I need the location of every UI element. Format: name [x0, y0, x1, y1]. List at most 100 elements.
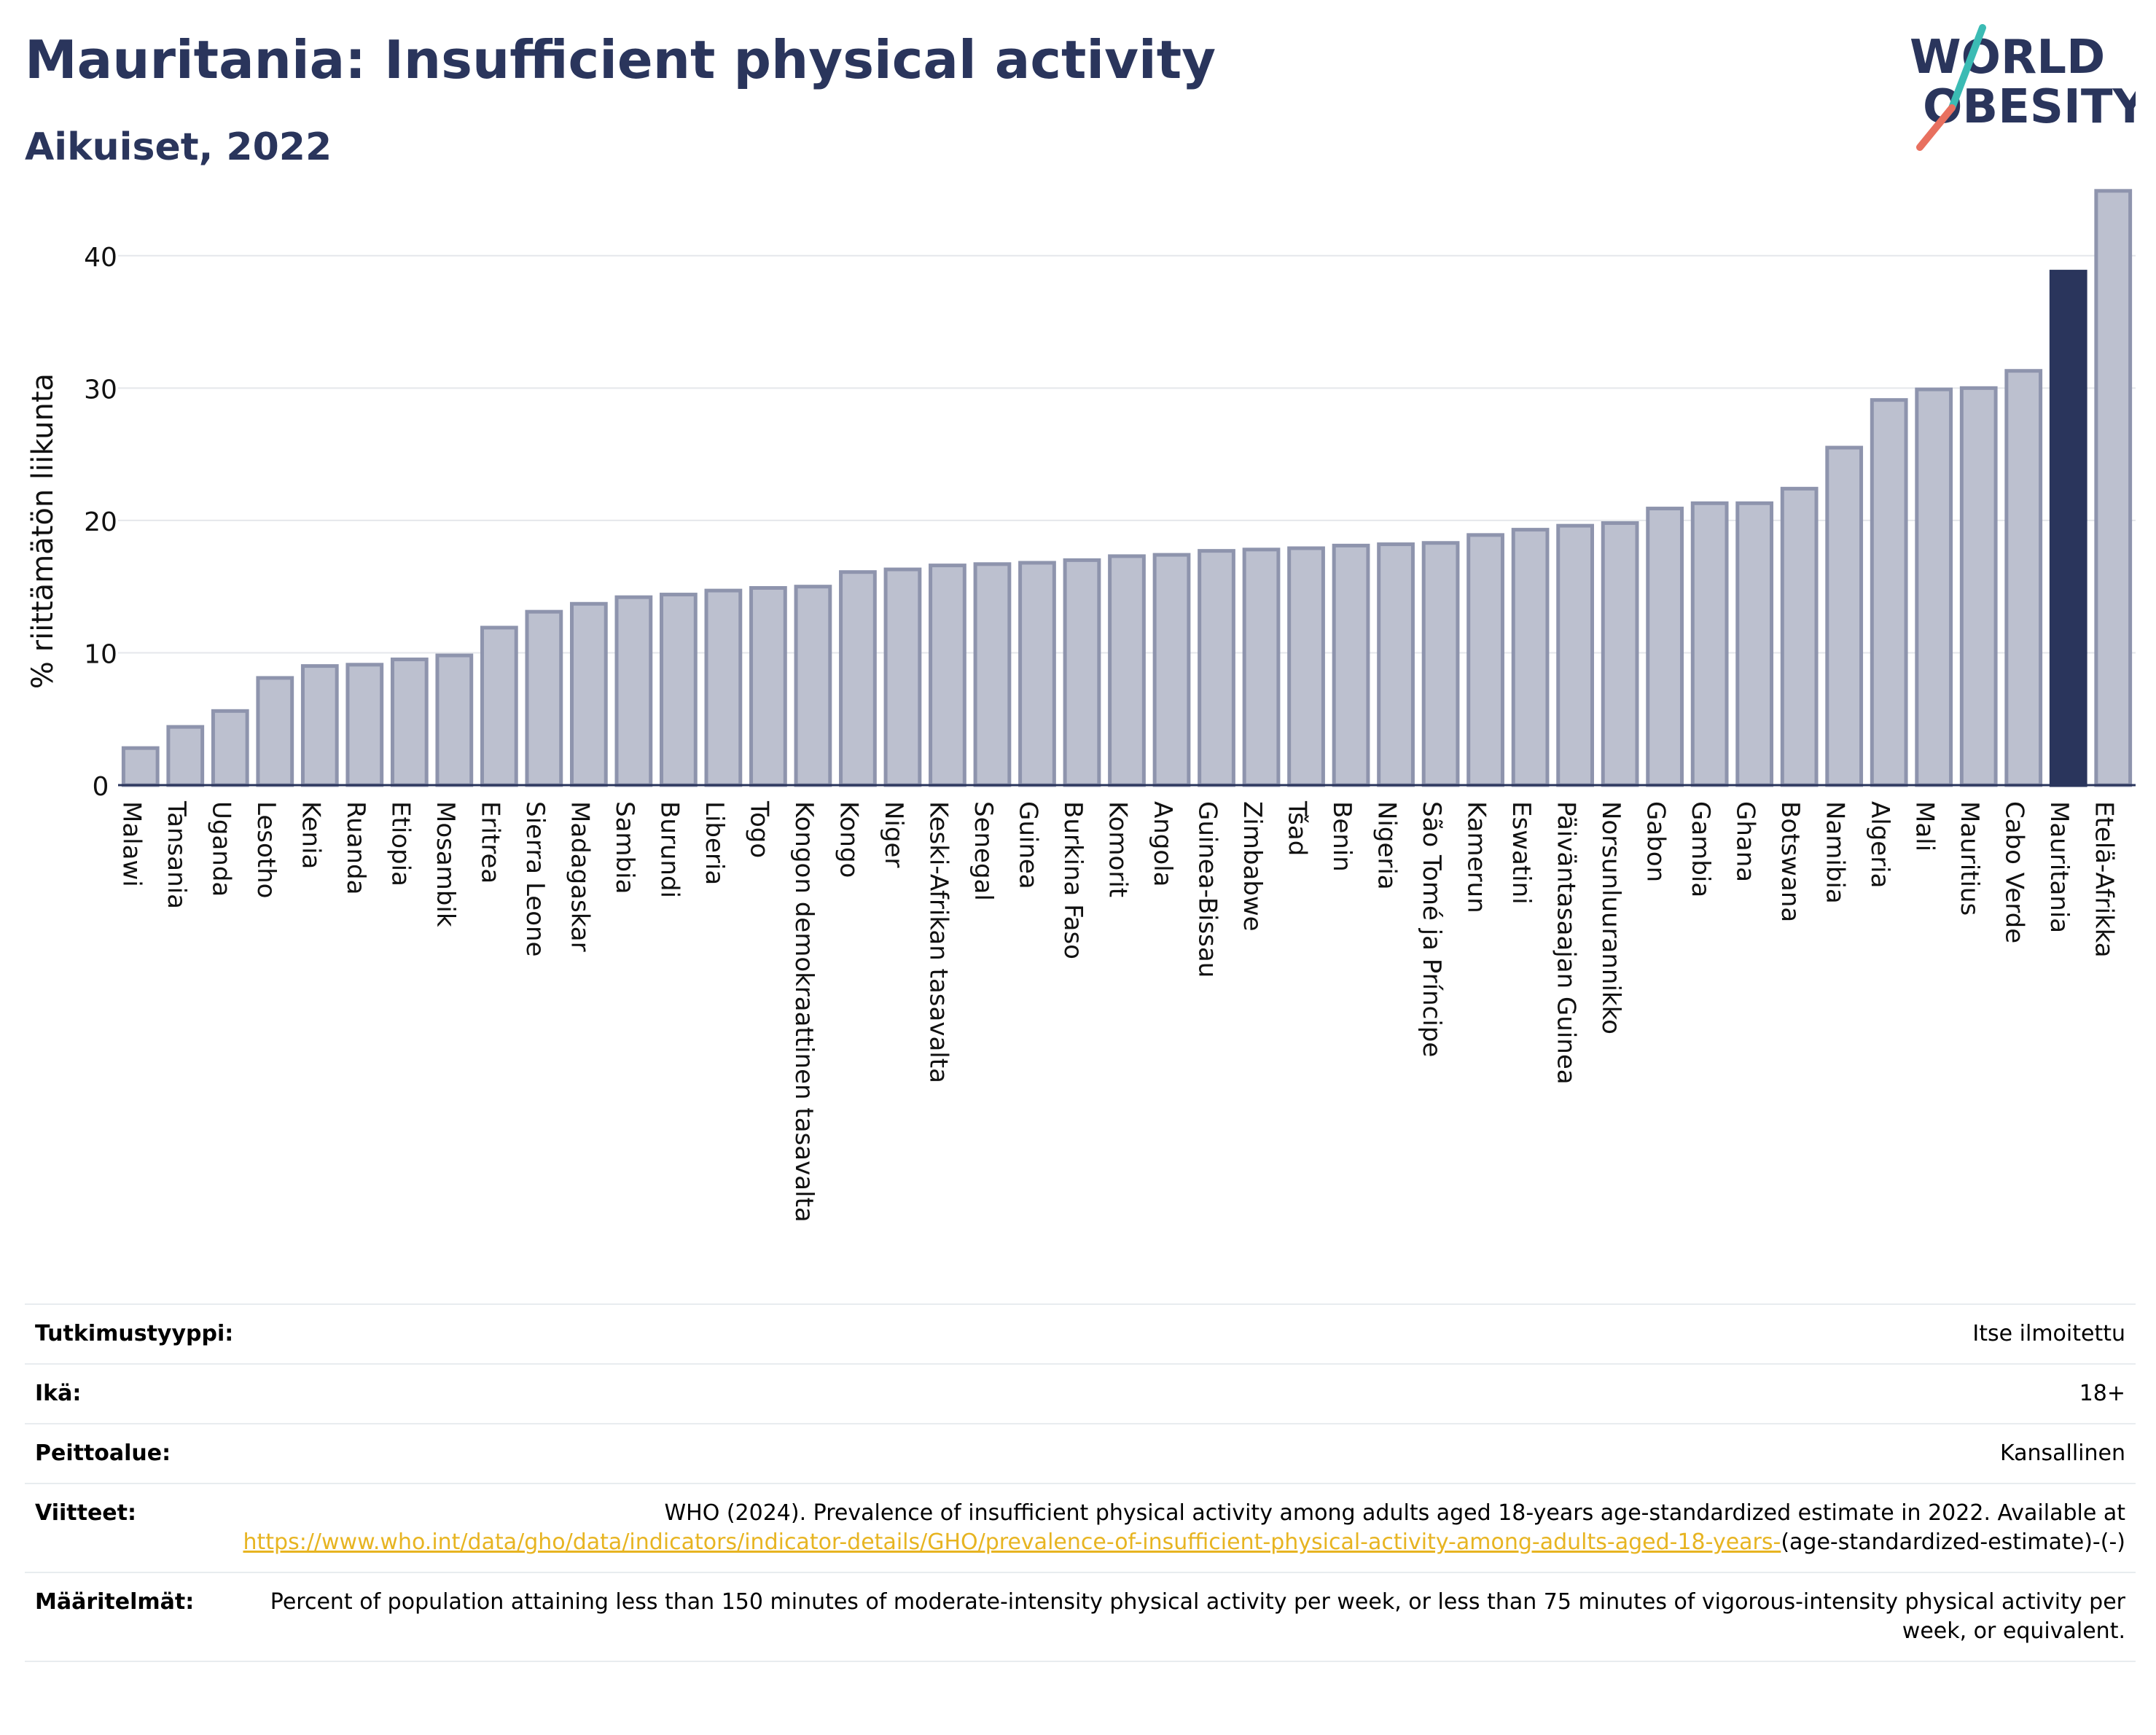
bar-mauritius — [1959, 386, 1998, 787]
bar-kongo — [839, 570, 877, 787]
metadata-label: Tutkimustyyppi: — [35, 1321, 234, 1346]
bar-ruanda — [345, 663, 384, 787]
x-tick-label: Senegal — [969, 801, 998, 901]
x-tick-label: Gambia — [1686, 801, 1715, 897]
bar-eritrea — [480, 625, 518, 787]
x-tick-label: Komorit — [1104, 801, 1133, 897]
x-tick-label: Mosambik — [431, 801, 460, 927]
x-tick-label: Malawi — [117, 801, 146, 887]
bar-mosambik — [435, 653, 474, 787]
x-tick-label: Tansania — [162, 800, 191, 909]
bar-madagaskar — [569, 601, 608, 787]
x-tick-label: Guinea — [1013, 801, 1042, 889]
bar-norsunluurannikko — [1601, 521, 1639, 787]
bar-tansania — [166, 725, 205, 787]
bar-algeria — [1870, 398, 1908, 787]
bar-sambia — [614, 595, 653, 787]
bar-angola — [1152, 553, 1191, 787]
x-tick-label: Mauritania — [2044, 801, 2074, 933]
x-tick-label: Namibia — [1821, 801, 1850, 904]
x-tick-label: Eswatini — [1507, 801, 1536, 905]
reference-text: WHO (2024). Prevalence of insufficient p… — [664, 1500, 2125, 1526]
bar-ghana — [1735, 501, 1774, 787]
metadata-label: Peittoalue: — [35, 1440, 171, 1466]
x-tick-label: Gabon — [1641, 801, 1671, 882]
bar-komorit — [1108, 554, 1146, 787]
x-tick-label: Norsunluurannikko — [1596, 801, 1625, 1034]
reference-link[interactable]: https://www.who.int/data/gho/data/indica… — [243, 1529, 1781, 1555]
bar-p-iv-ntasaajan-guinea — [1556, 523, 1594, 787]
x-tick-label: Keski-Afrikan tasavalta — [923, 801, 953, 1083]
bar-sierra-leone — [525, 609, 563, 787]
bar-benin — [1332, 543, 1370, 787]
logo-slash-teal — [1948, 24, 1986, 112]
metadata-row: Tutkimustyyppi: Itse ilmoitettu — [25, 1303, 2136, 1363]
bar-guinea — [1018, 561, 1056, 787]
bar-cabo-verde — [2004, 369, 2043, 787]
x-tick-label: Benin — [1327, 801, 1356, 872]
bar-senegal — [973, 562, 1012, 787]
x-tick-label: Kongon demokraattinen tasavalta — [789, 801, 819, 1223]
metadata-value: Itse ilmoitettu — [1972, 1321, 2125, 1346]
bar-uganda — [211, 709, 249, 787]
x-tick-label: Algeria — [1865, 801, 1894, 888]
x-tick-label: Botswana — [1776, 801, 1805, 922]
metadata-row: Peittoalue: Kansallinen — [25, 1423, 2136, 1483]
bar-zimbabwe — [1242, 547, 1281, 787]
bar-mauritania — [2049, 270, 2087, 787]
x-tick-label: Ghana — [1731, 801, 1760, 882]
x-tick-label: Guinea-Bissau — [1193, 801, 1222, 978]
metadata-table: Tutkimustyyppi: Itse ilmoitettu Ikä: 18+ Pei… — [25, 1303, 2136, 1662]
x-tick-label: Sambia — [610, 801, 639, 894]
y-tick-label: 10 — [84, 639, 117, 669]
metadata-label: Viitteet: — [35, 1500, 136, 1526]
bar-kamerun — [1466, 533, 1504, 787]
bar-etiopia — [390, 658, 429, 787]
x-tick-label: Mauritius — [1955, 801, 1984, 916]
bar-gambia — [1690, 501, 1729, 787]
bar-lesotho — [256, 676, 294, 787]
metadata-row: Määritelmät: Percent of population attain… — [25, 1572, 2136, 1662]
bar-keski-afrikan-tasavalta — [929, 564, 966, 787]
x-tick-label: Burkina Faso — [1058, 801, 1087, 959]
metadata-label: Määritelmät: — [35, 1589, 195, 1615]
reference-suffix: (age-standardized-estimate)-(-) — [1781, 1529, 2125, 1555]
bar-kongon-demokraattinen-tasavalta — [794, 585, 832, 787]
bar-guinea-bissau — [1198, 549, 1235, 787]
x-tick-label: Ruanda — [341, 801, 370, 894]
bar-mali — [1915, 387, 1953, 787]
bars-layer — [121, 189, 2133, 787]
bar-namibia — [1825, 445, 1864, 787]
logo-text-world: WORLD — [1910, 31, 2105, 85]
bar-chart: 0 10 20 30 40 Malawi Tansania Uganda Lesotho Keni… — [26, 189, 2136, 1223]
metadata-label: Ikä: — [35, 1381, 82, 1406]
x-tick-label: Liberia — [700, 801, 729, 885]
x-tick-label: Madagaskar — [565, 801, 594, 952]
bar-botswana — [1780, 486, 1819, 787]
bar-nigeria — [1377, 542, 1415, 787]
x-tick-label: Niger — [879, 801, 908, 868]
metadata-row: Ikä: 18+ — [25, 1363, 2136, 1423]
x-tick-label: Kamerun — [1462, 801, 1491, 913]
axis-layer: 0 10 20 30 40 Malawi Tansania Uganda Lesotho Keni… — [84, 243, 2136, 1223]
page-subtitle: Aikuiset, 2022 — [25, 125, 332, 169]
x-tick-label: Angola — [1148, 801, 1177, 886]
x-tick-label: Burundi — [655, 801, 684, 898]
y-tick-label: 40 — [84, 243, 117, 273]
x-tick-label: São Tomé ja Príncipe — [1417, 801, 1446, 1057]
bar-burkina-faso — [1063, 558, 1101, 787]
metadata-value: Percent of population attaining less tha… — [270, 1589, 2125, 1644]
bar-togo — [749, 585, 787, 787]
x-tick-label: Togo — [744, 800, 773, 858]
metadata-value: 18+ — [2079, 1381, 2125, 1406]
y-axis-label: % riittämätön liikunta — [26, 373, 60, 689]
metadata-row: Viitteet: WHO (2024). Prevalence of insuf… — [25, 1483, 2136, 1572]
x-tick-label: Tšad — [1283, 800, 1312, 856]
bar-eswatini — [1511, 528, 1550, 787]
logo-slash-coral — [1916, 104, 1956, 151]
metadata-value: WHO (2024). Prevalence of insufficient p… — [165, 1499, 2125, 1557]
x-tick-label: Eritrea — [475, 801, 504, 884]
bar-etel-afrikka — [2094, 189, 2133, 787]
metadata-value: Kansallinen — [1999, 1440, 2125, 1466]
x-tick-label: Etiopia — [386, 801, 415, 886]
